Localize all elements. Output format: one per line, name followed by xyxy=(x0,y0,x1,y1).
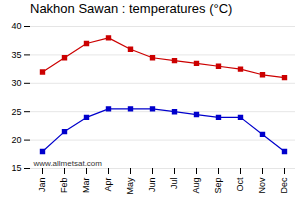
svg-text:Aug: Aug xyxy=(191,178,201,194)
svg-text:Sep: Sep xyxy=(213,178,223,194)
svg-text:Jan: Jan xyxy=(37,178,47,193)
svg-text:Nov: Nov xyxy=(257,177,267,194)
svg-text:35: 35 xyxy=(11,50,21,60)
svg-text:Mar: Mar xyxy=(81,177,91,193)
svg-text:Feb: Feb xyxy=(59,178,69,194)
svg-text:30: 30 xyxy=(11,78,21,88)
svg-text:Dec: Dec xyxy=(279,177,289,194)
html-text:Nakhon Sawan : temperatures (°: Nakhon Sawan : temperatures (°C) xyxy=(30,1,233,16)
svg-text:May: May xyxy=(125,177,135,195)
svg-text:Apr: Apr xyxy=(103,178,113,192)
svg-text:Oct: Oct xyxy=(235,177,245,192)
svg-text:15: 15 xyxy=(11,163,21,173)
svg-text:40: 40 xyxy=(11,21,21,31)
svg-text:www.allmetsat.com: www.allmetsat.com xyxy=(33,159,103,168)
svg-text:Jun: Jun xyxy=(147,178,157,193)
svg-text:25: 25 xyxy=(11,107,21,117)
svg-text:20: 20 xyxy=(11,135,21,145)
svg-text:Jul: Jul xyxy=(169,178,179,190)
